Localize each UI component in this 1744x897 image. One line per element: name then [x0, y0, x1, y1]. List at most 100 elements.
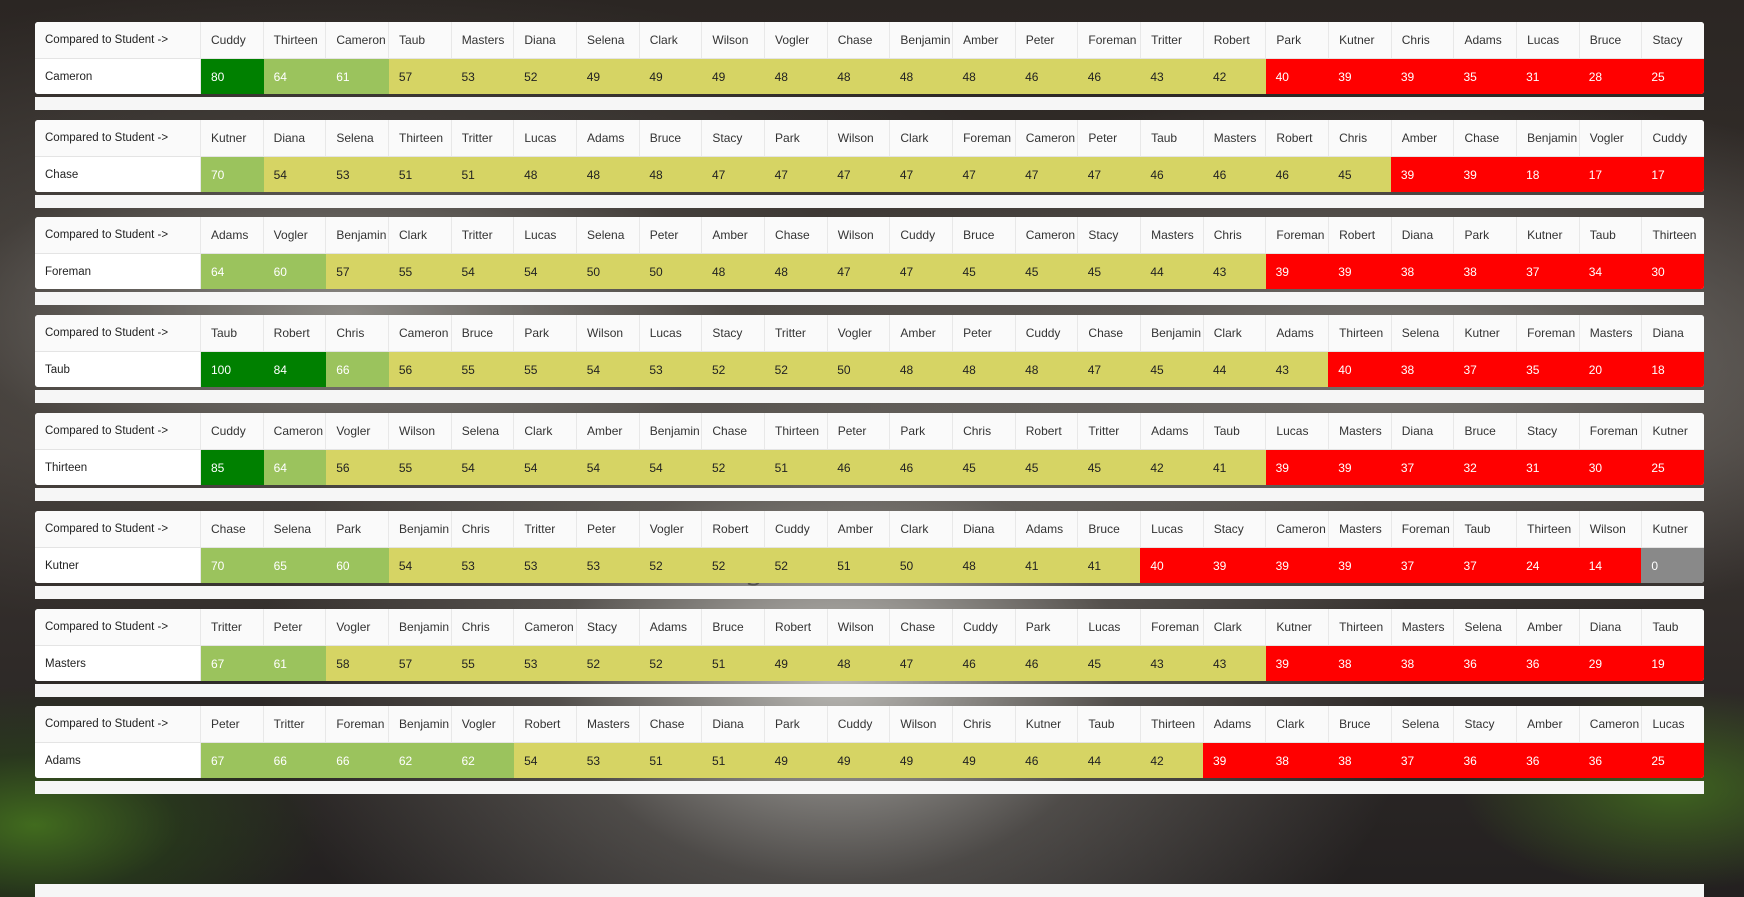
column-header: Vogler	[1580, 120, 1643, 156]
score-cell: 19	[1641, 646, 1704, 681]
column-header: Stacy	[1078, 217, 1142, 253]
column-header: Clark	[514, 413, 578, 449]
separator-strip	[35, 586, 1704, 599]
score-cell: 47	[889, 646, 953, 681]
score-cell: 48	[889, 59, 953, 94]
score-cell: 52	[576, 646, 640, 681]
score-cell: 48	[1015, 352, 1078, 387]
score-cell: 56	[388, 352, 452, 387]
score-cell: 53	[514, 548, 577, 583]
column-header: Adams	[1016, 511, 1079, 547]
score-cell: 37	[1453, 548, 1517, 583]
column-header: Amber	[702, 217, 766, 253]
score-cell: 39	[1328, 254, 1391, 289]
score-cell: 34	[1578, 254, 1642, 289]
column-header: Benjamin	[1517, 120, 1580, 156]
score-cell: 52	[639, 646, 702, 681]
score-cell: 45	[1015, 450, 1078, 485]
compared-to-label: Compared to Student ->	[35, 511, 201, 547]
score-cell: 54	[514, 743, 577, 778]
score-cell: 36	[1453, 646, 1517, 681]
score-row: Masters 67 61 58 57 55 53 52 52 51 49 48 47 46 46 45 43 4…	[35, 646, 1704, 681]
header-row: Compared to Student -> Cuddy Cameron Vogler…	[35, 413, 1704, 450]
column-header: Wilson	[828, 217, 891, 253]
column-header: Amber	[1517, 609, 1580, 645]
column-header: Amber	[890, 315, 954, 351]
score-cell: 53	[576, 743, 640, 778]
column-header: Park	[765, 706, 828, 742]
column-header: Tritter	[1078, 413, 1142, 449]
column-header: Tritter	[1141, 22, 1204, 58]
column-header: Adams	[1141, 413, 1204, 449]
column-header: Thirteen	[1141, 706, 1204, 742]
column-header: Park	[1454, 217, 1518, 253]
score-cell: 18	[1641, 352, 1704, 387]
score-cell: 54	[451, 254, 515, 289]
score-cell: 37	[1390, 548, 1454, 583]
score-cell: 41	[1015, 548, 1078, 583]
column-header: Park	[1266, 22, 1330, 58]
score-cell: 48	[827, 59, 890, 94]
score-cell: 45	[1077, 646, 1141, 681]
column-header: Park	[326, 511, 390, 547]
score-cell: 38	[1453, 254, 1517, 289]
column-header: Vogler	[326, 609, 390, 645]
column-header: Robert	[1204, 22, 1267, 58]
column-header: Lucas	[1078, 609, 1142, 645]
column-header: Chris	[953, 706, 1016, 742]
score-cell: 61	[263, 646, 327, 681]
column-header: Vogler	[640, 511, 703, 547]
score-cell: 47	[702, 157, 765, 192]
comparison-table-chase: Compared to Student -> Kutner Diana Selena T…	[35, 120, 1704, 192]
compared-to-label: Compared to Student ->	[35, 609, 201, 645]
header-row: Compared to Student -> Chase Selena Park Ben…	[35, 511, 1704, 548]
separator-strip	[35, 195, 1704, 208]
column-header: Lucas	[514, 120, 578, 156]
column-header: Cameron	[326, 22, 390, 58]
score-cell: 39	[1265, 254, 1329, 289]
column-header: Masters	[452, 22, 515, 58]
score-cell: 62	[451, 743, 515, 778]
score-cell: 67	[201, 646, 264, 681]
column-header: Tritter	[452, 120, 515, 156]
score-cell: 65	[263, 548, 327, 583]
score-cell: 53	[451, 548, 515, 583]
column-header: Chris	[1392, 22, 1455, 58]
header-row: Compared to Student -> Tritter Peter Vogler…	[35, 609, 1704, 646]
score-cell: 46	[1265, 157, 1329, 192]
column-header: Benjamin	[640, 413, 703, 449]
score-cell: 54	[576, 450, 640, 485]
score-cell: 38	[1328, 646, 1391, 681]
score-cell: 45	[1140, 352, 1203, 387]
column-header: Kutner	[1329, 22, 1392, 58]
column-header: Wilson	[828, 609, 891, 645]
column-header: Taub	[1454, 511, 1518, 547]
column-header: Cuddy	[1016, 315, 1079, 351]
score-cell: 55	[388, 254, 452, 289]
score-cell: 49	[764, 646, 828, 681]
score-cell: 46	[827, 450, 890, 485]
score-cell: 49	[639, 59, 702, 94]
column-header: Peter	[640, 217, 703, 253]
column-header: Robert	[1266, 120, 1330, 156]
score-cell: 36	[1453, 743, 1517, 778]
column-header: Diana	[953, 511, 1016, 547]
column-header: Chase	[765, 217, 828, 253]
column-header: Kutner	[1454, 315, 1518, 351]
column-header: Vogler	[264, 217, 327, 253]
column-header: Foreman	[1266, 217, 1330, 253]
score-cell: 52	[764, 352, 828, 387]
compared-to-label: Compared to Student ->	[35, 315, 201, 351]
column-header: Cuddy	[201, 413, 264, 449]
score-row: Thirteen 85 64 56 55 54 54 54 54 52 51 46 46 45 45 45 42…	[35, 450, 1704, 485]
score-cell: 45	[952, 450, 1016, 485]
score-cell: 85	[201, 450, 264, 485]
column-header: Clark	[389, 217, 452, 253]
column-header: Taub	[1141, 120, 1204, 156]
column-header: Foreman	[1141, 609, 1204, 645]
column-header: Bruce	[640, 120, 703, 156]
column-header: Benjamin	[890, 22, 954, 58]
score-cell: 36	[1516, 646, 1579, 681]
column-header: Adams	[1266, 315, 1330, 351]
column-header: Benjamin	[389, 706, 452, 742]
